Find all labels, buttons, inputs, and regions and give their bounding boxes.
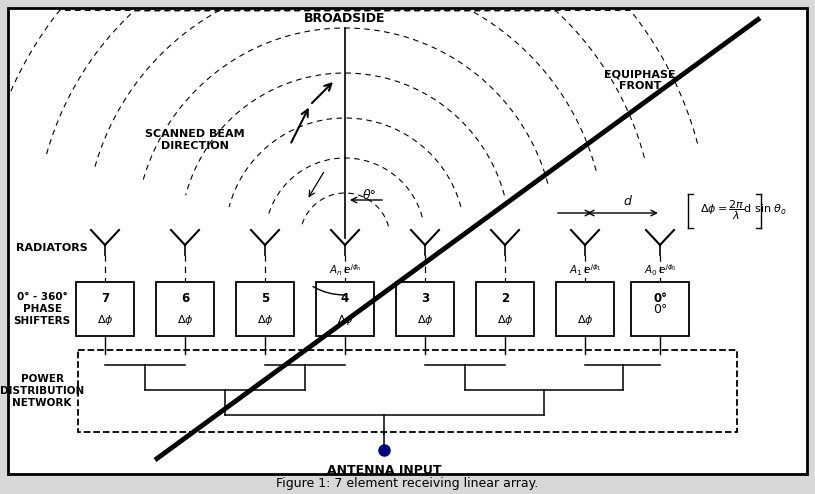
Bar [396,282,454,336]
Text: 7: 7 [101,291,109,305]
Text: 2: 2 [501,291,509,305]
Text: $A_n\,e^{j\phi_n}$: $A_n\,e^{j\phi_n}$ [328,262,361,278]
Text: $\Delta\phi$: $\Delta\phi$ [97,313,113,327]
Text: $A_1\,e^{j\phi_1}$: $A_1\,e^{j\phi_1}$ [569,262,601,278]
Text: d: d [623,195,631,207]
Bar [476,282,534,336]
Bar [631,282,689,336]
Text: 4: 4 [341,291,349,305]
Text: Figure 1: 7 element receiving linear array.: Figure 1: 7 element receiving linear arr… [276,477,539,490]
Text: $\Delta\phi$: $\Delta\phi$ [257,313,273,327]
Text: $\Delta\phi$: $\Delta\phi$ [416,313,434,327]
Text: EQUIPHASE
FRONT: EQUIPHASE FRONT [604,69,676,91]
Text: SCANNED BEAM
DIRECTION: SCANNED BEAM DIRECTION [145,129,244,151]
Text: 6: 6 [181,291,189,305]
Bar [556,282,614,336]
Text: $\Delta\phi=\dfrac{2\pi}{\lambda}$d sin $\theta_o$: $\Delta\phi=\dfrac{2\pi}{\lambda}$d sin … [700,198,787,222]
Bar [316,282,374,336]
Text: ANTENNA INPUT: ANTENNA INPUT [327,464,442,477]
Text: POWER
DISTRIBUTION
NETWORK: POWER DISTRIBUTION NETWORK [0,374,84,408]
Text: $\Delta\phi$: $\Delta\phi$ [496,313,513,327]
Text: $A_0\,e^{j\phi_0}$: $A_0\,e^{j\phi_0}$ [644,262,676,278]
Bar [236,282,294,336]
Text: 3: 3 [421,291,429,305]
Text: 0°: 0° [653,291,667,305]
Text: $\Delta\phi$: $\Delta\phi$ [177,313,193,327]
Text: $\Delta\phi$: $\Delta\phi$ [337,313,353,327]
Bar [156,282,214,336]
Text: RADIATORS: RADIATORS [16,243,88,253]
Text: 5: 5 [261,291,269,305]
Text: 0° - 360°
PHASE
SHIFTERS: 0° - 360° PHASE SHIFTERS [13,292,71,326]
Bar [76,282,134,336]
Bar [78,350,737,432]
Text: $\Delta\phi$: $\Delta\phi$ [577,313,593,327]
Text: 0°: 0° [653,302,667,316]
Text: BROADSIDE: BROADSIDE [304,12,385,25]
Text: θ°: θ° [363,189,377,202]
